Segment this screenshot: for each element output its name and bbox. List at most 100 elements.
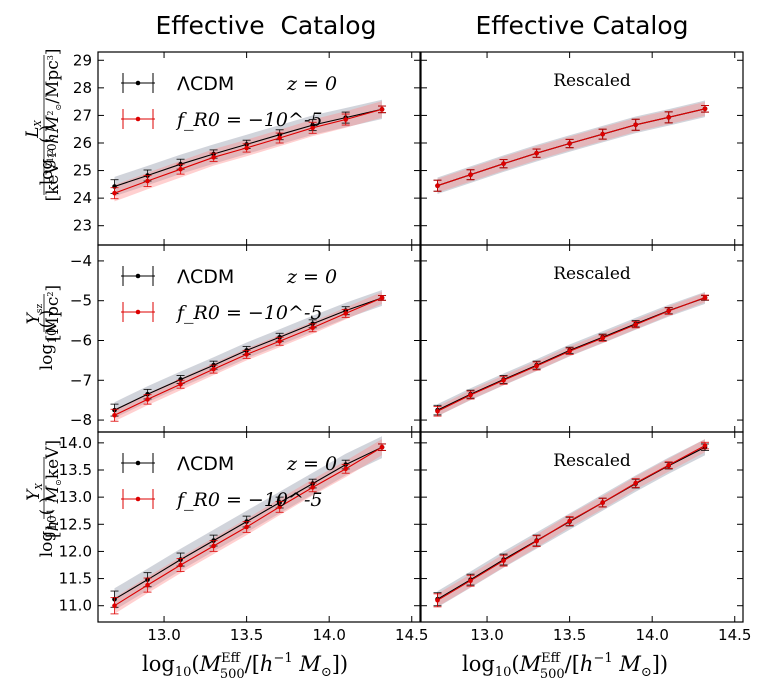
svg-text:YX: YX [24,483,45,501]
xtick-label-Yx-eff-14: 14.0 [312,626,345,644]
xtick-label-Yx-eff-14.5: 14.5 [395,626,428,644]
ytick-label-Yx-eff-12: 12.0 [59,542,92,560]
svg-text:[Mpc2]: [Mpc2] [43,285,63,341]
point-Yx-eff-1-5 [277,504,282,510]
point-Yx-resc-1-6 [633,480,638,486]
legend-label-lcdm: ΛCDM [177,453,234,475]
legend-marker-Ysz-eff-0 [121,266,155,286]
point-Lx-resc-1-1 [468,172,473,177]
ylabel-lx: log10( ) LX [keV1/2 hM2⊙/Mpc3] [23,49,63,202]
point-Ysz-resc-1-5 [600,335,605,341]
legend-dot [135,496,141,502]
point-Yx-resc-1-0 [435,597,440,603]
xlabel-right: log10(MEff 500/[h−1 M⊙]) [462,651,668,682]
ytick-label-Yx-eff-11: 11.0 [59,597,92,615]
point-Yx-resc-1-5 [600,500,605,505]
point-Lx-resc-1-3 [534,150,539,156]
ytick-label-Ysz-eff--8: −8 [70,411,92,429]
point-Ysz-eff-1-8 [379,295,385,301]
point-Yx-resc-1-8 [702,443,708,448]
ytick-label-Ysz-eff--4: −4 [70,252,92,270]
legend-dot [135,309,141,315]
legend-marker-Lx-eff-0 [121,73,155,93]
point-Ysz-eff-1-7 [343,311,348,316]
panel-Ysz-eff: −8 −7 −6 −5 −4 ΛCDM f_R0 = −10^-5 z = 0 [70,244,421,433]
legend-label-redshift: z = 0 [286,453,337,475]
ytick-label-Ysz-eff--5: −5 [70,292,92,310]
legend-dot [135,80,141,86]
point-Yx-resc-1-4 [567,518,572,524]
ytick-label-Yx-eff-11.5: 11.5 [59,570,92,588]
title-right: Effective Catalog [475,11,688,40]
ytick-label-Lx-eff-25: 25 [73,162,92,180]
ytick-label-Lx-eff-24: 24 [73,189,92,207]
annotation-Yx-resc: Rescaled [553,451,631,471]
axes-frame-Yx-resc [420,431,744,623]
xtick-label-Yx-resc-13: 13.0 [470,626,503,644]
point-Lx-resc-1-7 [666,115,671,120]
point-Lx-eff-1-1 [145,178,150,184]
ytick-label-Lx-eff-29: 29 [73,51,92,69]
point-Lx-resc-1-6 [633,122,638,128]
xtick-label-Yx-eff-13.5: 13.5 [230,626,263,644]
legend-label-fr: f_R0 = −10^-5 [175,489,322,511]
point-Lx-resc-1-2 [501,161,506,166]
legend-label-lcdm: ΛCDM [177,266,234,288]
legend-label-redshift: z = 0 [286,73,337,95]
panel-Lx-resc: Rescaled [420,51,744,246]
legend-label-lcdm: ΛCDM [177,73,234,95]
point-Ysz-eff-1-1 [145,397,150,402]
title-left: Effective Catalog [156,11,377,40]
ytick-label-Yx-eff-13: 13.0 [59,488,92,506]
xlabel-left: log10(MEff 500/[h−1 M⊙]) [142,651,348,682]
point-Ysz-eff-1-6 [310,325,315,331]
point-Lx-eff-1-8 [379,107,385,112]
band-Lx-eff-1 [114,101,382,202]
point-Lx-resc-1-0 [435,183,440,189]
panels: 23 24 25 26 27 28 29 ΛCDM f_R0 = −10^-5 z = 0 Resc… [59,51,752,644]
point-Yx-eff-1-4 [244,524,249,530]
legend-label-redshift: z = 0 [286,266,337,288]
legend-marker-Lx-eff-1 [121,109,155,129]
svg-text:LX: LX [23,120,44,139]
point-Ysz-resc-1-6 [633,322,638,327]
svg-text:[h−1 M⊙keV]: [h−1 M⊙keV] [43,440,63,538]
point-Ysz-eff-1-0 [112,412,117,418]
point-Ysz-eff-1-4 [244,352,249,357]
ylabel-ysz: log10( ) Ysz [Mpc2] [24,285,63,370]
legend-marker-Ysz-eff-1 [121,302,155,322]
xtick-label-Yx-resc-14.5: 14.5 [718,626,751,644]
ytick-label-Lx-eff-23: 23 [73,217,92,235]
point-Ysz-resc-1-1 [468,392,473,398]
axes-frame-Yx-eff [97,431,421,623]
point-Yx-eff-1-8 [379,444,385,450]
xtick-label-Yx-eff-13: 13.0 [147,626,180,644]
point-Yx-eff-1-2 [178,562,183,568]
point-Yx-eff-1-6 [310,485,315,490]
point-Lx-eff-1-5 [277,135,282,141]
ytick-label-Lx-eff-28: 28 [73,79,92,97]
point-Yx-resc-1-7 [666,462,671,468]
point-Lx-resc-1-5 [600,131,605,137]
legend-label-fr: f_R0 = −10^-5 [175,302,322,324]
ytick-label-Yx-eff-14: 14.0 [59,434,92,452]
point-Lx-resc-1-4 [567,141,572,146]
legend-dot [135,273,141,279]
point-Yx-resc-1-2 [501,558,506,563]
legend-label-fr: f_R0 = −10^-5 [175,109,322,131]
svg-text:log10(: log10( ) [37,497,59,558]
ytick-label-Ysz-eff--7: −7 [70,371,92,389]
legend-marker-Yx-eff-0 [121,453,155,473]
point-Yx-eff-1-1 [145,582,150,588]
panel-Lx-eff: 23 24 25 26 27 28 29 ΛCDM f_R0 = −10^-5 z = 0 [73,51,421,246]
point-Lx-resc-1-8 [702,106,708,112]
point-Lx-eff-1-2 [178,166,183,172]
ytick-label-Yx-eff-13.5: 13.5 [59,461,92,479]
point-Ysz-resc-1-8 [702,295,708,300]
point-Ysz-resc-1-2 [501,377,506,383]
point-Ysz-resc-1-3 [534,363,539,369]
point-Ysz-eff-1-3 [211,366,216,372]
point-Lx-eff-1-7 [343,117,348,122]
